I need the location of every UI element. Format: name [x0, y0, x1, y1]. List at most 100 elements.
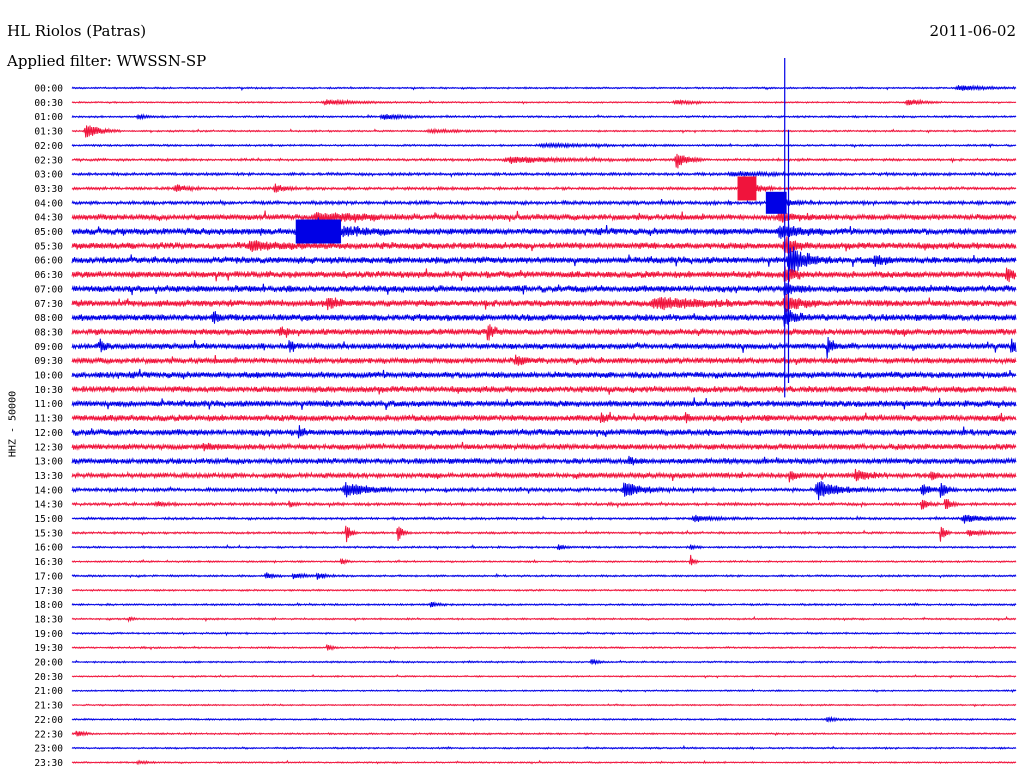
trace-1630: [71, 554, 1017, 566]
trace-2100: [71, 688, 1017, 693]
time-label: 20:00: [34, 658, 63, 669]
time-label: 19:30: [34, 643, 63, 654]
time-label: 01:00: [34, 112, 63, 123]
trace-0200: [71, 141, 1017, 150]
time-label: 11:30: [34, 414, 63, 425]
time-label: 07:00: [34, 284, 63, 295]
trace-1900: [71, 631, 1017, 637]
time-label: 08:30: [34, 327, 63, 338]
trace-1130: [71, 411, 1017, 424]
trace-1300: [71, 455, 1017, 466]
trace-2000: [71, 658, 1017, 666]
trace-1830: [71, 615, 1017, 623]
time-label: 13:30: [34, 471, 63, 482]
trace-1500: [71, 514, 1017, 524]
trace-1800: [71, 601, 1017, 608]
trace-0300: [71, 170, 1017, 179]
trace-1200: [71, 425, 1017, 439]
time-label: 02:00: [34, 141, 63, 152]
trace-1100: [71, 397, 1017, 410]
filter-label: Applied filter: WWSSN-SP: [7, 52, 207, 70]
trace-0100: [71, 113, 1017, 121]
trace-0900: [71, 336, 1017, 359]
trace-1230: [71, 441, 1017, 452]
time-label: 23:00: [34, 744, 63, 755]
time-label: 14:30: [34, 500, 63, 511]
time-label: 07:30: [34, 299, 63, 310]
trace-0130: [71, 125, 1017, 138]
trace-1430: [71, 499, 1017, 510]
time-label: 06:30: [34, 270, 63, 281]
trace-1000: [71, 368, 1017, 380]
trace-1530: [71, 525, 1017, 543]
time-label: 15:00: [34, 514, 63, 525]
time-label: 20:30: [34, 672, 63, 683]
time-label-group: 00:00 00:30 01:00 01:30 02:00 02:30 03:00 03:30…: [34, 84, 63, 769]
trace-0000: [71, 84, 1017, 92]
time-label: 10:30: [34, 385, 63, 396]
trace-0730: [71, 294, 1017, 313]
trace-group: [71, 58, 1017, 766]
time-label: 22:30: [34, 729, 63, 740]
trace-0930: [71, 354, 1017, 366]
time-label: 05:00: [34, 227, 63, 238]
trace-2300: [71, 744, 1017, 751]
time-label: 00:30: [34, 98, 63, 109]
trace-0630: [71, 266, 1017, 283]
time-label: 15:30: [34, 528, 63, 539]
time-label: 00:00: [34, 84, 63, 95]
saturated-block: [737, 176, 757, 201]
time-label: 09:00: [34, 342, 63, 353]
time-label: 05:30: [34, 241, 63, 252]
time-label: 18:30: [34, 614, 63, 625]
time-label: 03:00: [34, 170, 63, 181]
trace-1030: [71, 385, 1017, 395]
date-label: 2011-06-02: [929, 22, 1016, 40]
trace-2200: [71, 715, 1017, 723]
time-label: 19:00: [34, 629, 63, 640]
trace-0330: [71, 178, 1017, 200]
trace-0530: [71, 236, 1017, 254]
time-label: 09:30: [34, 356, 63, 367]
trace-0430: [71, 210, 1017, 223]
time-label: 17:30: [34, 586, 63, 597]
trace-0600: [71, 246, 1017, 274]
trace-0030: [71, 98, 1017, 106]
time-label: 12:30: [34, 442, 63, 453]
trace-0500: [71, 217, 1017, 243]
trace-1330: [71, 468, 1017, 483]
time-label: 11:00: [34, 399, 63, 410]
saturated-block: [295, 219, 342, 244]
time-label: 17:00: [34, 571, 63, 582]
time-label: 16:30: [34, 557, 63, 568]
trace-1600: [71, 543, 1017, 551]
time-label: 14:00: [34, 485, 63, 496]
time-label: 16:00: [34, 543, 63, 554]
trace-2330: [71, 759, 1017, 766]
trace-0700: [71, 282, 1017, 296]
time-label: 08:00: [34, 313, 63, 324]
time-label: 18:00: [34, 600, 63, 611]
trace-1700: [71, 572, 1017, 580]
trace-2230: [71, 730, 1017, 737]
time-label: 12:00: [34, 428, 63, 439]
trace-1400: [71, 481, 1017, 501]
time-label: 04:30: [34, 213, 63, 224]
time-label: 10:00: [34, 371, 63, 382]
trace-0830: [71, 324, 1017, 341]
trace-0230: [71, 153, 1017, 169]
trace-2030: [71, 673, 1017, 679]
time-label: 03:30: [34, 184, 63, 195]
trace-1730: [71, 588, 1017, 593]
time-label: 02:30: [34, 155, 63, 166]
time-label: 06:00: [34, 256, 63, 267]
station-title: HL Riolos (Patras): [7, 22, 147, 40]
trace-2130: [71, 703, 1017, 708]
time-label: 13:00: [34, 457, 63, 468]
time-label: 21:00: [34, 686, 63, 697]
trace-0800: [71, 307, 1017, 327]
trace-1930: [71, 644, 1017, 651]
time-label: 21:30: [34, 701, 63, 712]
trace-0400: [71, 193, 1017, 211]
